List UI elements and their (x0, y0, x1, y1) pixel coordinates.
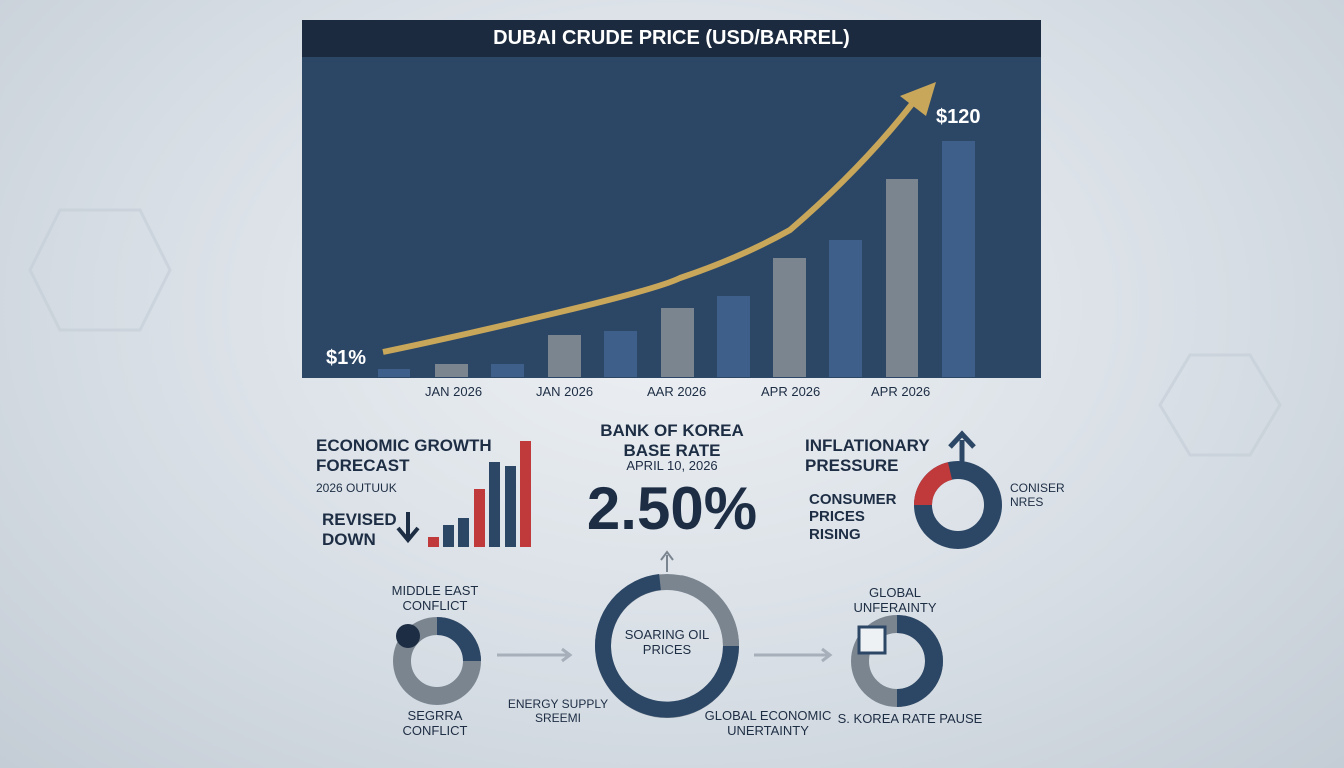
flow-label: SEGRRA CONFLICT (402, 708, 468, 738)
growth-subtitle: 2026 OUTUUK (316, 481, 397, 495)
donut-label: CONISER NRES (1010, 481, 1065, 509)
bok-date: APRIL 10, 2026 (626, 458, 718, 473)
flow-label: GLOBAL ECONOMIC UNERTAINTY (704, 708, 832, 738)
flow-label: ENERGY SUPPLY SREEMI (507, 697, 609, 725)
chart-title: DUBAI CRUDE PRICE (USD/BARREL) (493, 27, 850, 49)
bok-rate: 2.50% (586, 475, 758, 542)
x-label: APR 2026 (871, 384, 931, 399)
flow-label: S. KOREA RATE PAUSE (837, 711, 983, 726)
end-label: $120 (936, 106, 981, 128)
inflation-note: CONSUMER PRICES RISING (809, 491, 897, 543)
growth-status: REVISED DOWN (322, 510, 397, 549)
inflation-title: INFLATIONARY PRESSURE (805, 436, 930, 475)
bok-title: BANK OF KOREA BASE RATE (600, 421, 744, 460)
flow-label: SOARING OIL PRICES (624, 627, 710, 657)
x-label: JAN 2026 (536, 384, 594, 399)
x-label: APR 2026 (761, 384, 821, 399)
growth-title: ECONOMIC GROWTH FORECAST (316, 436, 492, 475)
x-label: AAR 2026 (647, 384, 707, 399)
flow-label: GLOBAL UNFERAINTY (853, 585, 937, 615)
x-label: JAN 2026 (425, 384, 483, 399)
start-label: $1% (326, 347, 367, 369)
flow-label: MIDDLE EAST CONFLICT (391, 583, 479, 613)
